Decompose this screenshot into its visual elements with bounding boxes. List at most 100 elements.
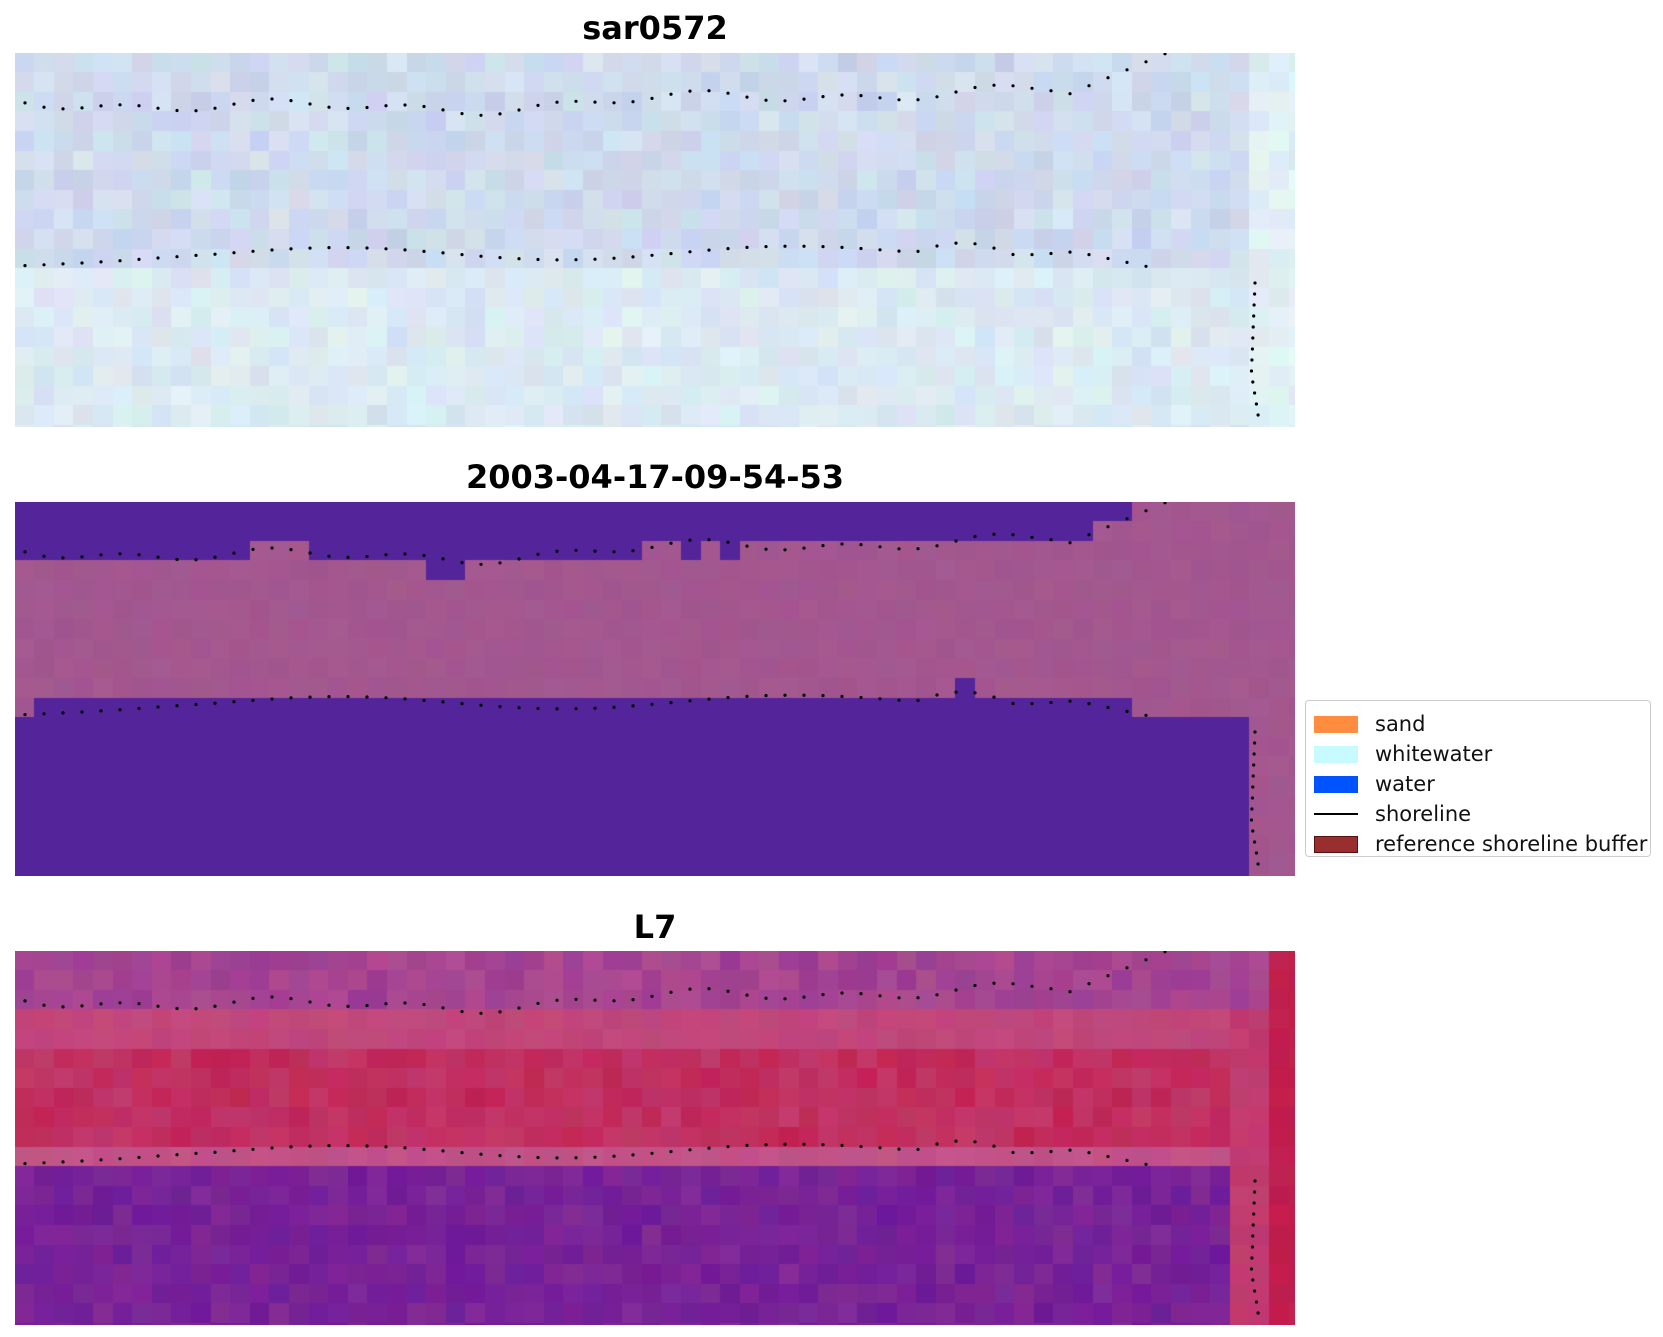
shoreline-point	[479, 113, 483, 117]
shoreline-point	[61, 262, 65, 266]
shoreline-point	[1253, 391, 1257, 395]
shoreline-point	[1068, 541, 1072, 545]
shoreline-point	[1049, 251, 1053, 256]
shoreline-point	[42, 554, 46, 558]
shoreline-point	[707, 89, 711, 93]
shoreline-point	[137, 257, 141, 261]
shoreline-line-swatch	[1314, 813, 1358, 815]
shoreline-point	[992, 695, 996, 699]
shoreline-point	[954, 90, 958, 94]
shoreline-point	[840, 991, 844, 995]
shoreline-point	[346, 555, 350, 559]
shoreline-point	[954, 539, 958, 543]
shoreline-point	[612, 1154, 616, 1158]
shoreline-point	[764, 1143, 768, 1147]
shoreline-point	[289, 997, 293, 1001]
shoreline-point	[1068, 1148, 1072, 1152]
shoreline-point	[574, 548, 578, 552]
shoreline-point	[118, 552, 122, 556]
sar-image-raster	[15, 53, 1295, 427]
legend-item-whitewater: whitewater	[1314, 739, 1642, 769]
shoreline-point	[1011, 84, 1015, 88]
shoreline-point	[1253, 730, 1257, 734]
shoreline-point	[574, 258, 578, 262]
shoreline-point	[156, 106, 160, 110]
shoreline-point	[688, 1148, 692, 1152]
shoreline-point	[80, 710, 84, 714]
legend-label-shoreline: shoreline	[1375, 802, 1472, 826]
shoreline-point	[441, 700, 445, 704]
shoreline-point	[1253, 840, 1257, 844]
shoreline-point	[23, 713, 27, 717]
shoreline-point	[878, 994, 882, 998]
shoreline-point	[688, 250, 692, 254]
shoreline-point	[612, 256, 616, 260]
shoreline-point	[916, 698, 920, 702]
shoreline-point	[194, 1007, 198, 1011]
shoreline-point	[327, 246, 331, 250]
shoreline-point	[118, 1001, 122, 1005]
shoreline-point	[232, 551, 236, 555]
shoreline-point	[1250, 807, 1254, 811]
shoreline-point	[1030, 1151, 1034, 1155]
shoreline-point	[1030, 535, 1034, 539]
shoreline-point	[137, 1155, 141, 1159]
shoreline-point	[346, 106, 350, 110]
shoreline-point	[593, 257, 597, 261]
whitewater-swatch	[1314, 745, 1358, 763]
shoreline-point	[859, 94, 863, 98]
shoreline-point	[897, 996, 901, 1000]
shoreline-point	[859, 246, 863, 251]
shoreline-point	[346, 695, 350, 699]
shoreline-point	[61, 107, 65, 111]
shoreline-point	[669, 1150, 673, 1154]
shoreline-point	[1144, 509, 1148, 513]
shoreline-point	[403, 697, 407, 701]
shoreline-point	[726, 540, 730, 544]
shoreline-point	[1049, 700, 1053, 705]
shoreline-point	[308, 102, 312, 106]
shoreline-point	[479, 254, 483, 258]
shoreline-point	[859, 992, 863, 996]
shoreline-point	[1106, 525, 1110, 529]
shoreline-point	[764, 694, 768, 698]
shoreline-point	[593, 998, 597, 1002]
shoreline-point	[80, 1004, 84, 1008]
shoreline-point	[1049, 538, 1053, 542]
shoreline-point	[707, 538, 711, 542]
shoreline-point	[517, 1155, 521, 1159]
legend-label-reference-buffer: reference shoreline buffer	[1375, 832, 1648, 856]
shoreline-point	[1252, 1201, 1256, 1205]
shoreline-point	[213, 252, 217, 256]
shoreline-point	[574, 99, 578, 103]
shoreline-point	[118, 708, 122, 712]
shoreline-point	[935, 95, 939, 99]
shoreline-point	[536, 1155, 540, 1160]
shoreline-point	[403, 1001, 407, 1005]
shoreline-point	[441, 108, 445, 112]
shoreline-point	[935, 544, 939, 548]
shoreline-point	[61, 711, 65, 715]
shoreline-point	[726, 247, 730, 251]
shoreline-point	[441, 557, 445, 561]
shoreline-point	[973, 1140, 977, 1144]
shoreline-point	[536, 257, 540, 262]
shoreline-point	[707, 248, 711, 252]
shoreline-point	[840, 93, 844, 97]
shoreline-point	[593, 549, 597, 553]
shoreline-point	[1252, 752, 1256, 756]
shoreline-point	[251, 698, 255, 702]
shoreline-point	[1144, 60, 1148, 64]
shoreline-point	[1087, 1151, 1091, 1155]
shoreline-point	[327, 105, 331, 109]
shoreline-point	[1106, 705, 1110, 710]
shoreline-point	[42, 1003, 46, 1007]
shoreline-point	[631, 998, 635, 1002]
shoreline-point	[80, 555, 84, 559]
shoreline-point	[840, 694, 844, 698]
shoreline-point	[156, 1154, 160, 1158]
shoreline-point	[1250, 1245, 1254, 1249]
shoreline-point	[156, 555, 160, 559]
shoreline-point	[935, 693, 939, 697]
shoreline-point	[498, 561, 502, 565]
